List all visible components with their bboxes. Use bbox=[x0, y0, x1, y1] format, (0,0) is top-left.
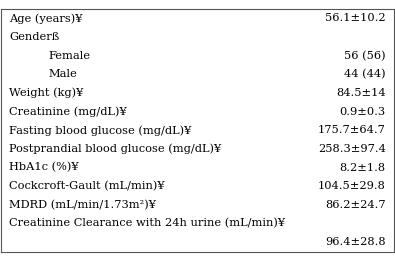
Text: Cockcroft-Gault (mL/min)¥: Cockcroft-Gault (mL/min)¥ bbox=[9, 181, 165, 191]
Text: 84.5±14: 84.5±14 bbox=[336, 88, 386, 98]
Text: 8.2±1.8: 8.2±1.8 bbox=[340, 163, 386, 173]
Text: Male: Male bbox=[49, 69, 77, 79]
Text: 96.4±28.8: 96.4±28.8 bbox=[325, 237, 386, 247]
Text: 86.2±24.7: 86.2±24.7 bbox=[325, 200, 386, 210]
Text: MDRD (mL/min/1.73m²)¥: MDRD (mL/min/1.73m²)¥ bbox=[9, 200, 156, 210]
Text: HbA1c (%)¥: HbA1c (%)¥ bbox=[9, 163, 79, 173]
Text: Creatinine Clearance with 24h urine (mL/min)¥: Creatinine Clearance with 24h urine (mL/… bbox=[9, 218, 285, 229]
Text: 44 (44): 44 (44) bbox=[344, 69, 386, 79]
Text: 175.7±64.7: 175.7±64.7 bbox=[318, 125, 386, 135]
Text: Age (years)¥: Age (years)¥ bbox=[9, 13, 83, 24]
Text: Genderß: Genderß bbox=[9, 32, 60, 42]
Text: Fasting blood glucose (mg/dL)¥: Fasting blood glucose (mg/dL)¥ bbox=[9, 125, 192, 135]
Text: Postprandial blood glucose (mg/dL)¥: Postprandial blood glucose (mg/dL)¥ bbox=[9, 144, 222, 154]
Text: 56 (56): 56 (56) bbox=[344, 51, 386, 61]
Text: 104.5±29.8: 104.5±29.8 bbox=[318, 181, 386, 191]
Text: Creatinine (mg/dL)¥: Creatinine (mg/dL)¥ bbox=[9, 106, 127, 117]
Text: 258.3±97.4: 258.3±97.4 bbox=[318, 144, 386, 154]
Text: Female: Female bbox=[49, 51, 90, 61]
Text: Weight (kg)¥: Weight (kg)¥ bbox=[9, 88, 84, 98]
Text: 0.9±0.3: 0.9±0.3 bbox=[340, 107, 386, 117]
Text: 56.1±10.2: 56.1±10.2 bbox=[325, 13, 386, 23]
